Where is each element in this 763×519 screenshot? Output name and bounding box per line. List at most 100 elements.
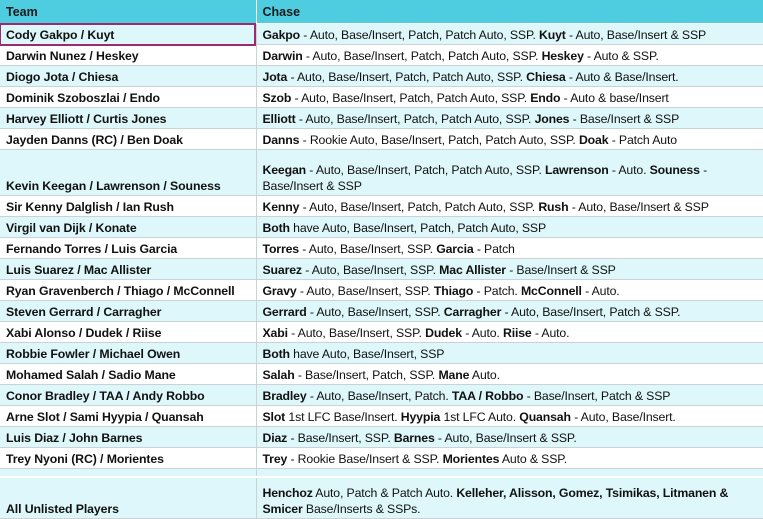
table-row[interactable]: Kevin Keegan / Lawrenson / Souness Keegan… bbox=[0, 149, 763, 196]
table-row[interactable]: Dominik Szoboszlai / Endo Szob - Auto, Ba… bbox=[0, 86, 763, 108]
table-row[interactable]: Luis Diaz / John Barnes Diaz - Base/Inser… bbox=[0, 426, 763, 448]
cell-team[interactable]: Conor Bradley / TAA / Andy Robbo bbox=[0, 384, 257, 406]
cell-team[interactable]: Jayden Danns (RC) / Ben Doak bbox=[0, 128, 257, 150]
chase-detail-text: 1st LFC Auto. bbox=[440, 409, 520, 424]
chase-player-name: Szob bbox=[262, 90, 292, 105]
chase-player-name: Darwin bbox=[262, 48, 303, 63]
cell-chase[interactable]: Keegan - Auto, Base/Insert, Patch, Patch… bbox=[256, 149, 763, 196]
table-row[interactable]: Virgil van Dijk / Konate Both have Auto, … bbox=[0, 216, 763, 238]
cell-team[interactable]: Diogo Jota / Chiesa bbox=[0, 65, 257, 87]
chase-detail-text: - Auto, Base/Insert, SSP. bbox=[306, 304, 444, 319]
cell-team[interactable]: Luis Suarez / Mac Allister bbox=[0, 258, 257, 280]
chase-player-name: Torres bbox=[262, 241, 300, 256]
cell-chase[interactable]: Both have Auto, Base/Insert, Patch, Patc… bbox=[256, 216, 763, 238]
chase-player-name: Gerrard bbox=[262, 304, 307, 319]
cell-team[interactable]: Darwin Nunez / Heskey bbox=[0, 44, 257, 66]
chase-player-name: Jones bbox=[534, 111, 570, 126]
cell-team[interactable]: Mohamed Salah / Sadio Mane bbox=[0, 363, 257, 385]
table-row[interactable]: Arne Slot / Sami Hyypia / Quansah Slot 1s… bbox=[0, 405, 763, 427]
chase-player-name: Mac Allister bbox=[439, 262, 506, 277]
cell-team[interactable]: Luis Diaz / John Barnes bbox=[0, 426, 257, 448]
chase-detail-text: - Auto, Base/Insert & SSP bbox=[568, 199, 709, 214]
cell-chase[interactable]: Jota - Auto, Base/Insert, Patch, Patch A… bbox=[256, 65, 763, 87]
chase-detail-text: - Base/Insert, Patch, SSP. bbox=[294, 367, 439, 382]
chase-detail-text: Auto, Patch & Patch Auto. bbox=[312, 486, 457, 500]
chase-player-name: Henchoz bbox=[262, 486, 313, 500]
chase-player-name: TAA / Robbo bbox=[451, 388, 524, 403]
cell-chase[interactable]: Slot 1st LFC Base/Insert. Hyypia 1st LFC… bbox=[256, 405, 763, 427]
chase-detail-text: - Auto, Base/Insert, Patch, Patch Auto, … bbox=[300, 27, 539, 42]
chase-detail-text: Auto. bbox=[469, 367, 500, 382]
cell-chase[interactable]: Torres - Auto, Base/Insert, SSP. Garcia … bbox=[256, 237, 763, 259]
cell-chase[interactable]: Gakpo - Auto, Base/Insert, Patch, Patch … bbox=[256, 23, 763, 45]
table-row[interactable]: Conor Bradley / TAA / Andy Robbo Bradley … bbox=[0, 384, 763, 406]
cell-team[interactable]: Xabi Alonso / Dudek / Riise bbox=[0, 321, 257, 343]
cell-chase[interactable]: Suarez - Auto, Base/Insert, SSP. Mac All… bbox=[256, 258, 763, 280]
chase-detail-text: - Auto & base/Insert bbox=[560, 90, 669, 105]
cell-chase[interactable]: Salah - Base/Insert, Patch, SSP. Mane Au… bbox=[256, 363, 763, 385]
table-row[interactable]: Mohamed Salah / Sadio Mane Salah - Base/I… bbox=[0, 363, 763, 385]
chase-player-name: Barnes bbox=[393, 430, 435, 445]
chase-detail-text: - Auto. bbox=[461, 325, 503, 340]
chase-detail-text: - Auto, Base/Insert, Patch, Patch Auto, … bbox=[291, 90, 531, 105]
cell-team[interactable]: Harvey Elliott / Curtis Jones bbox=[0, 107, 257, 129]
cell-chase[interactable]: Xabi - Auto, Base/Insert, SSP. Dudek - A… bbox=[256, 321, 763, 343]
table-row[interactable]: Trey Nyoni (RC) / Morientes Trey - Rookie… bbox=[0, 447, 763, 469]
chase-detail-text: - Auto. bbox=[531, 325, 570, 340]
chase-player-name: Doak bbox=[578, 132, 609, 147]
cell-team[interactable]: Robbie Fowler / Michael Owen bbox=[0, 342, 257, 364]
chase-detail-text: - Auto, Base/Insert, Patch. bbox=[306, 388, 452, 403]
chase-player-name: Rush bbox=[538, 199, 569, 214]
cell-team[interactable]: Virgil van Dijk / Konate bbox=[0, 216, 257, 238]
cell-team[interactable]: Kevin Keegan / Lawrenson / Souness bbox=[0, 149, 257, 196]
chase-player-name: Carragher bbox=[443, 304, 502, 319]
cell-team[interactable]: Dominik Szoboszlai / Endo bbox=[0, 86, 257, 108]
table-row[interactable]: Robbie Fowler / Michael Owen Both have Au… bbox=[0, 342, 763, 364]
chase-detail-text: - Base/Insert & SSP bbox=[505, 262, 616, 277]
chase-player-name: Danns bbox=[262, 132, 300, 147]
table-row[interactable]: Steven Gerrard / Carragher Gerrard - Auto… bbox=[0, 300, 763, 322]
chase-detail-text: - Auto & Base/Insert. bbox=[565, 69, 679, 84]
cell-team[interactable]: Sir Kenny Dalglish / Ian Rush bbox=[0, 195, 257, 217]
cell-chase[interactable]: Elliott - Auto, Base/Insert, Patch, Patc… bbox=[256, 107, 763, 129]
cell-team[interactable]: Fernando Torres / Luis Garcia bbox=[0, 237, 257, 259]
cell-chase[interactable]: Darwin - Auto, Base/Insert, Patch, Patch… bbox=[256, 44, 763, 66]
cell-team[interactable]: Cody Gakpo / Kuyt bbox=[0, 23, 257, 45]
cell-chase[interactable]: Szob - Auto, Base/Insert, Patch, Patch A… bbox=[256, 86, 763, 108]
chase-detail-text: - Patch Auto bbox=[608, 132, 677, 147]
cell-chase[interactable]: Diaz - Base/Insert, SSP. Barnes - Auto, … bbox=[256, 426, 763, 448]
chase-detail-text: - Auto, Base/Insert, Patch & SSP. bbox=[501, 304, 681, 319]
chase-player-name: Bradley bbox=[262, 388, 307, 403]
cell-chase[interactable]: Danns - Rookie Auto, Base/Insert, Patch,… bbox=[256, 128, 763, 150]
cell-chase[interactable]: Bradley - Auto, Base/Insert, Patch. TAA … bbox=[256, 384, 763, 406]
chase-player-name: Chiesa bbox=[526, 69, 566, 84]
table-row[interactable]: Jayden Danns (RC) / Ben Doak Danns - Rook… bbox=[0, 128, 763, 150]
cell-team[interactable]: Ryan Gravenberch / Thiago / McConnell bbox=[0, 279, 257, 301]
table-row[interactable]: Xabi Alonso / Dudek / Riise Xabi - Auto, … bbox=[0, 321, 763, 343]
table-header: Team Chase bbox=[0, 0, 763, 24]
chase-player-name: Elliott bbox=[262, 111, 296, 126]
cell-chase[interactable]: Kenny - Auto, Base/Insert, Patch, Patch … bbox=[256, 195, 763, 217]
chase-detail-text: - Auto, Base/Insert, SSP. bbox=[298, 241, 437, 256]
cell-team[interactable]: Arne Slot / Sami Hyypia / Quansah bbox=[0, 405, 257, 427]
cell-chase[interactable]: Gravy - Auto, Base/Insert, SSP. Thiago -… bbox=[256, 279, 763, 301]
table-row[interactable]: Darwin Nunez / Heskey Darwin - Auto, Base… bbox=[0, 44, 763, 66]
cell-chase[interactable]: Trey - Rookie Base/Insert & SSP. Morient… bbox=[256, 447, 763, 469]
cell-chase[interactable]: Gerrard - Auto, Base/Insert, SSP. Carrag… bbox=[256, 300, 763, 322]
table-row[interactable]: Cody Gakpo / Kuyt Gakpo - Auto, Base/Inse… bbox=[0, 23, 763, 45]
chase-detail-text: have Auto, Base/Insert, Patch, Patch Aut… bbox=[289, 220, 547, 235]
cell-team[interactable]: Steven Gerrard / Carragher bbox=[0, 300, 257, 322]
table-row[interactable]: Sir Kenny Dalglish / Ian Rush Kenny - Aut… bbox=[0, 195, 763, 217]
table-row[interactable]: Luis Suarez / Mac Allister Suarez - Auto,… bbox=[0, 258, 763, 280]
table-row[interactable]: Ryan Gravenberch / Thiago / McConnell Gra… bbox=[0, 279, 763, 301]
table-row[interactable]: Fernando Torres / Luis Garcia Torres - Au… bbox=[0, 237, 763, 259]
cell-team[interactable]: Trey Nyoni (RC) / Morientes bbox=[0, 447, 257, 469]
column-header-chase[interactable]: Chase bbox=[256, 0, 763, 24]
chase-player-name: Both bbox=[262, 220, 291, 235]
table-row[interactable]: Diogo Jota / Chiesa Jota - Auto, Base/Ins… bbox=[0, 65, 763, 87]
table-row[interactable]: Harvey Elliott / Curtis Jones Elliott - A… bbox=[0, 107, 763, 129]
chase-detail-text: Base/Inserts & SSPs. bbox=[302, 501, 421, 516]
cell-chase[interactable]: Both have Auto, Base/Insert, SSP bbox=[256, 342, 763, 364]
column-header-team[interactable]: Team bbox=[0, 0, 257, 24]
